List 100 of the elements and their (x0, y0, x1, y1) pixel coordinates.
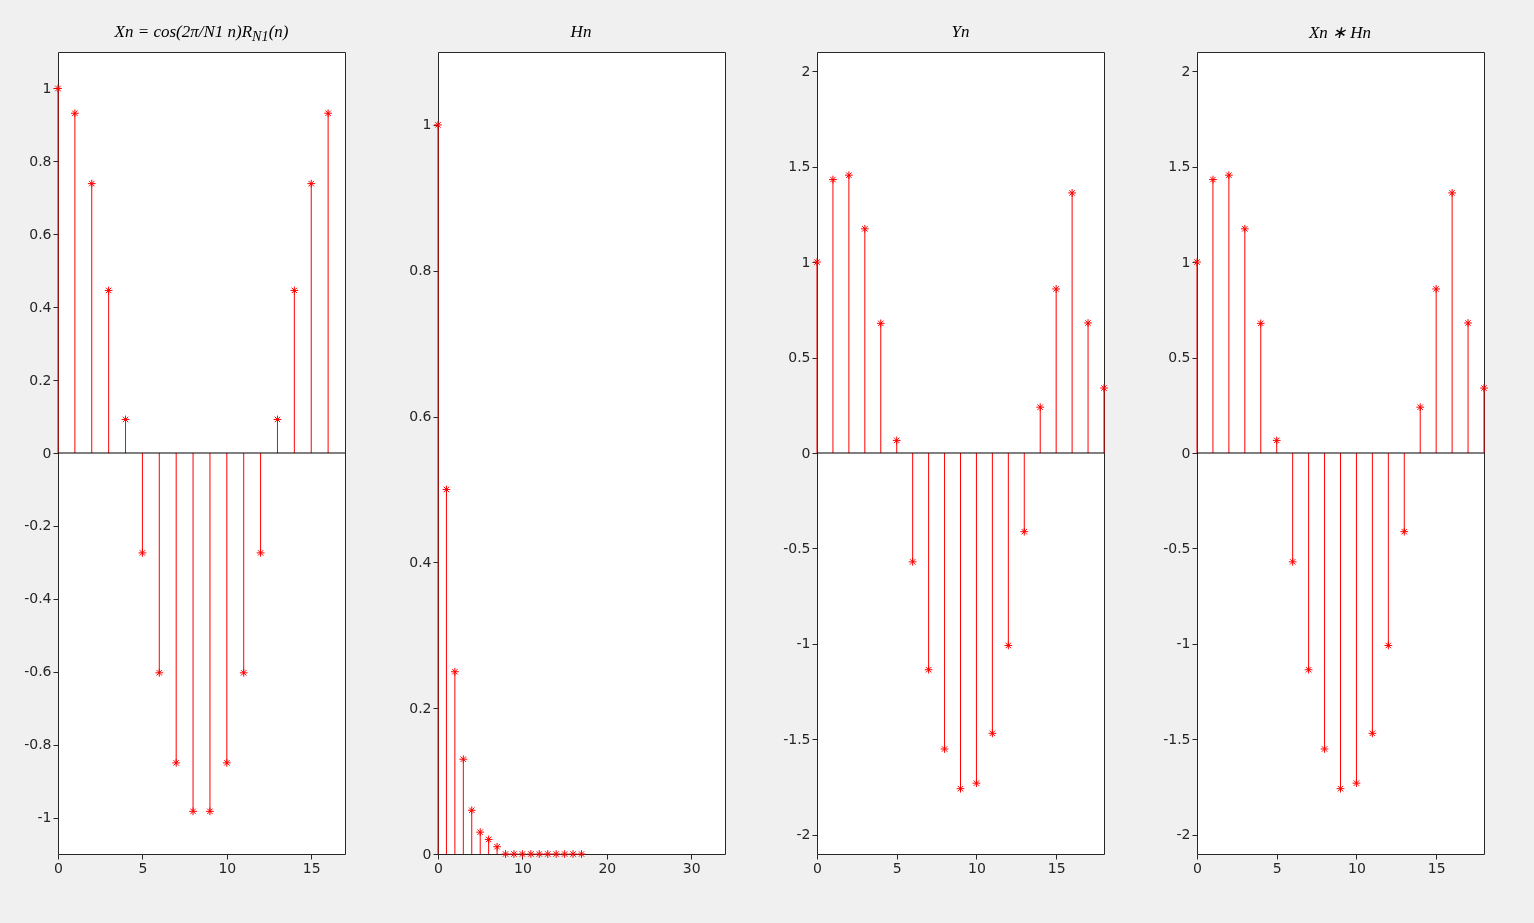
point (1271, 436, 1281, 445)
point (483, 835, 493, 844)
point (1399, 527, 1409, 537)
y-tick-label: -0.2 (24, 517, 52, 534)
x-tick-label: 15 (1047, 859, 1066, 876)
x-tick-label: 10 (218, 859, 237, 876)
point (87, 179, 97, 188)
point (1019, 527, 1029, 537)
point (551, 849, 561, 859)
point (500, 849, 510, 859)
point (1224, 170, 1233, 180)
x-tick-label: 5 (138, 859, 148, 876)
y-tick-label: 0 (422, 845, 431, 862)
point (1051, 284, 1061, 294)
point (104, 286, 114, 295)
point (289, 286, 299, 295)
x-tick-label: 0 (813, 859, 822, 876)
y-tick-label: -1.5 (1162, 730, 1190, 747)
point (222, 758, 232, 768)
point (306, 179, 316, 188)
y-tick-label: 0.4 (408, 553, 432, 570)
point (1255, 318, 1265, 328)
point (1067, 188, 1077, 198)
point (1367, 728, 1377, 738)
y-tick-label: -2 (1176, 826, 1190, 843)
point (828, 175, 838, 184)
point (1463, 318, 1472, 328)
point (1035, 402, 1045, 412)
point (876, 318, 886, 328)
x-tick-label: 0 (433, 859, 443, 876)
y-tick-label: -1 (37, 809, 52, 826)
y-tick-label: 1 (422, 116, 431, 133)
point (458, 754, 468, 764)
x-tick-label: 30 (682, 859, 701, 876)
point (154, 668, 164, 678)
point (1208, 175, 1217, 184)
y-tick-label: -0.8 (24, 736, 52, 753)
chart-title: Hn (569, 22, 593, 42)
x-tick-label: 20 (597, 859, 616, 876)
y-tick-label: 0.8 (29, 152, 52, 169)
point (450, 667, 459, 677)
x-tick-label: 15 (1427, 859, 1446, 876)
chart-title: Xn ∗ Hn (1307, 22, 1373, 43)
y-tick-label: 0.5 (1167, 349, 1190, 366)
point (1335, 784, 1345, 794)
point (988, 728, 997, 738)
y-tick-label: 0.4 (29, 298, 52, 315)
y-tick-label: 1 (42, 79, 52, 96)
point (1303, 665, 1313, 675)
point (323, 108, 333, 118)
x-tick-label: 5 (1272, 859, 1282, 876)
x-tick-label: 15 (302, 859, 321, 876)
point (492, 842, 501, 852)
point (475, 827, 485, 837)
point (940, 744, 949, 754)
point (70, 108, 80, 118)
point (812, 257, 822, 267)
y-tick-label: -1 (1176, 635, 1190, 652)
point (908, 557, 918, 567)
point (517, 849, 527, 859)
point (1287, 557, 1297, 567)
y-tick-label: 1.5 (788, 158, 811, 175)
point (466, 805, 476, 815)
x-tick-label: 0 (1192, 859, 1202, 876)
point (1431, 284, 1441, 294)
point (239, 668, 249, 678)
y-tick-label: 0 (801, 444, 811, 461)
point (1003, 641, 1013, 650)
y-tick-label: 1 (801, 253, 811, 270)
point (1415, 402, 1425, 412)
y-tick-label: -1.5 (783, 730, 811, 747)
x-tick-label: 0 (54, 859, 63, 876)
y-tick-label: 2 (801, 62, 811, 79)
point (171, 758, 181, 768)
point (273, 415, 282, 424)
chart-title: Yn (950, 22, 971, 42)
point (121, 415, 130, 424)
point (844, 170, 854, 180)
point (441, 485, 451, 494)
y-tick-label: 0 (42, 444, 52, 461)
point (509, 849, 518, 859)
x-tick-label: 5 (892, 859, 902, 876)
point (924, 665, 933, 675)
point (1383, 641, 1393, 650)
point (568, 849, 577, 859)
point (1099, 383, 1109, 393)
y-tick-label: -0.6 (24, 663, 52, 680)
y-tick-label: 0.2 (29, 371, 52, 388)
x-tick-label: 10 (1347, 859, 1366, 876)
point (256, 548, 265, 558)
y-tick-label: -1 (796, 635, 811, 652)
point (860, 224, 870, 234)
y-tick-label: 1.5 (1167, 158, 1190, 175)
y-tick-label: -2 (796, 826, 811, 843)
y-tick-label: -0.5 (783, 539, 811, 556)
point (892, 436, 902, 445)
point (433, 120, 442, 130)
point (1447, 188, 1456, 198)
point (188, 806, 198, 816)
x-tick-label: 10 (513, 859, 532, 876)
